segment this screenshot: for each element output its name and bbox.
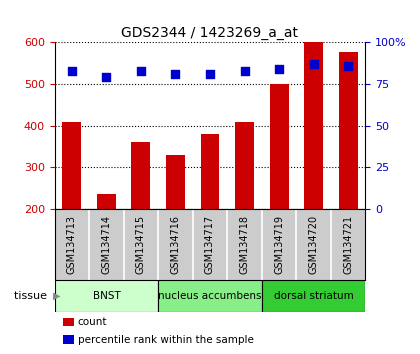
Text: percentile rank within the sample: percentile rank within the sample [78,335,254,345]
Point [138,68,144,74]
Point [68,68,75,74]
Text: dorsal striatum: dorsal striatum [274,291,354,301]
Point [103,75,110,80]
Text: count: count [78,317,107,327]
Text: GSM134718: GSM134718 [239,215,249,274]
Text: GSM134716: GSM134716 [171,215,181,274]
Point [345,63,352,69]
Text: GSM134715: GSM134715 [136,215,146,274]
Text: GSM134719: GSM134719 [274,215,284,274]
Bar [339,52,357,209]
Point [207,71,213,77]
Bar [63,121,81,209]
Bar [200,134,220,209]
Text: GSM134713: GSM134713 [67,215,77,274]
Bar [304,42,323,209]
Text: GSM134721: GSM134721 [343,215,353,274]
Text: BNST: BNST [92,291,120,301]
Text: tissue: tissue [14,291,50,301]
Title: GDS2344 / 1423269_a_at: GDS2344 / 1423269_a_at [121,26,299,40]
Bar [158,280,262,312]
Bar [131,142,150,209]
Bar [166,155,185,209]
Text: ▶: ▶ [52,291,60,301]
Bar [55,280,158,312]
Point [241,68,248,74]
Point [310,61,317,67]
Point [276,66,282,72]
Text: GSM134717: GSM134717 [205,215,215,274]
Text: GSM134720: GSM134720 [309,215,319,274]
Text: nucleus accumbens: nucleus accumbens [158,291,262,301]
Point [172,71,179,77]
Bar [97,194,116,209]
Bar [270,84,289,209]
Bar [235,121,254,209]
Text: GSM134714: GSM134714 [101,215,111,274]
Bar [262,280,365,312]
